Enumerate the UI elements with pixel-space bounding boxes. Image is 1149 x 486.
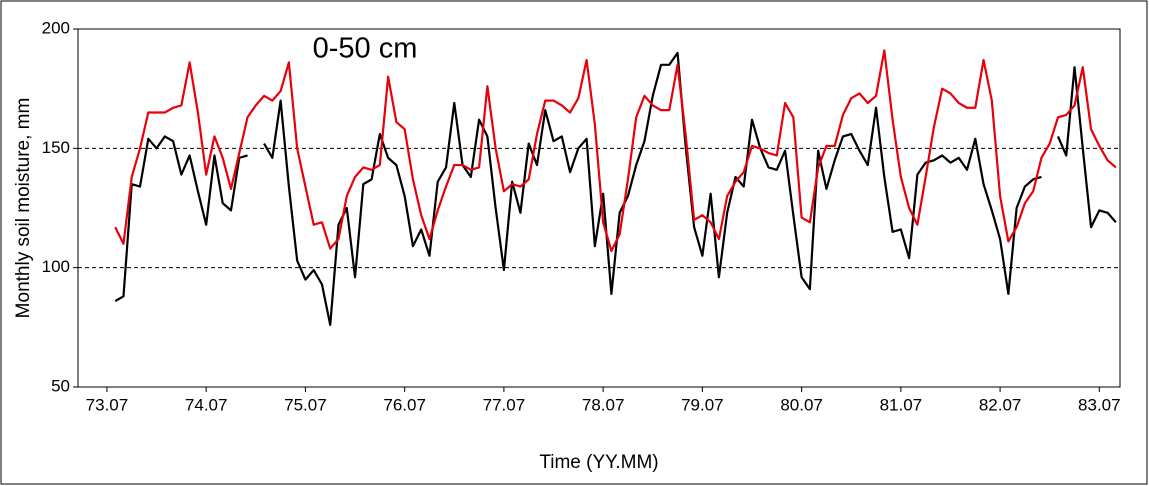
x-tick-label: 80.07 (780, 395, 823, 414)
x-tick-label: 81.07 (880, 395, 923, 414)
x-tick-label: 78.07 (582, 395, 625, 414)
x-tick-label: 79.07 (681, 395, 724, 414)
annotation: 0-50 cm (313, 33, 418, 65)
y-tick-label: 100 (42, 257, 70, 276)
y-axis-label: Monthly soil moisture, mm (13, 98, 34, 319)
plot-border (77, 28, 1121, 388)
x-axis-label: Time (YY.MM) (539, 452, 658, 473)
x-tick-label: 74.07 (185, 395, 228, 414)
x-tick-label: 83.07 (1078, 395, 1121, 414)
data-line (114, 49, 1117, 253)
x-tick-label: 75.07 (284, 395, 327, 414)
data-line (114, 51, 1117, 327)
y-tick-label: 150 (42, 138, 70, 157)
y-tick-label: 200 (42, 18, 70, 37)
x-tick-label: 73.07 (86, 395, 129, 414)
x-tick-label: 82.07 (979, 395, 1022, 414)
x-tick-label: 76.07 (383, 395, 426, 414)
y-tick-label: 50 (51, 376, 70, 395)
x-tick-label: 77.07 (483, 395, 526, 414)
